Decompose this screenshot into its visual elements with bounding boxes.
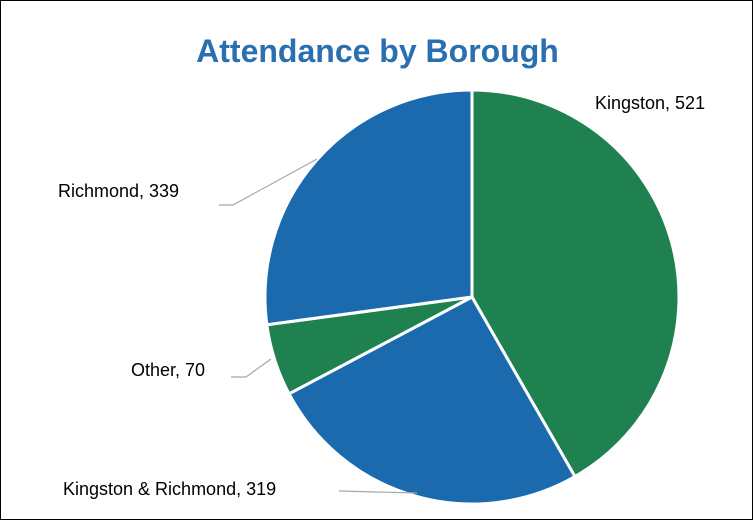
leader-lines	[219, 158, 418, 494]
data-label: Kingston & Richmond, 319	[63, 479, 276, 499]
leader-line	[338, 490, 418, 494]
leader-line	[219, 158, 318, 206]
data-label: Other, 70	[131, 360, 205, 380]
pie-chart: Kingston, 521 Kingston & Richmond, 319 Oth…	[58, 88, 705, 506]
data-label: Kingston, 521	[595, 93, 705, 113]
chart-title: Attendance by Borough	[196, 33, 559, 69]
data-label: Richmond, 339	[58, 181, 179, 201]
pie-slices	[263, 88, 681, 506]
pie-slice-kingston-richmond	[287, 295, 577, 506]
data-labels: Kingston, 521 Kingston & Richmond, 319 Oth…	[58, 93, 705, 499]
leader-line	[231, 358, 272, 378]
pie-slice-richmond	[263, 88, 474, 327]
pie-slice-kingston	[470, 88, 681, 479]
